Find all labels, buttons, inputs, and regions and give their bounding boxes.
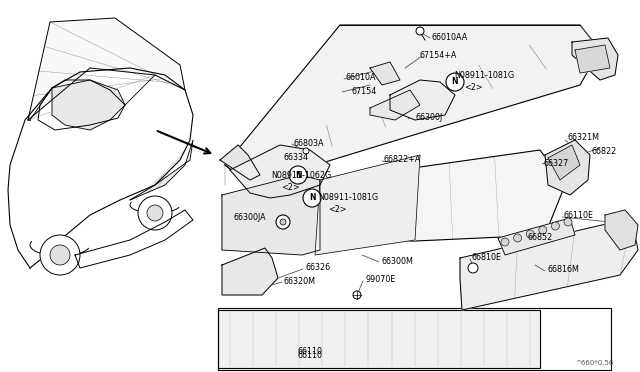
Polygon shape	[498, 218, 575, 255]
Polygon shape	[28, 18, 185, 120]
Circle shape	[50, 245, 70, 265]
Polygon shape	[370, 90, 420, 120]
Text: <2>: <2>	[464, 83, 483, 93]
Text: <2>: <2>	[281, 183, 300, 192]
Text: 66327: 66327	[544, 158, 569, 167]
Text: 66852: 66852	[527, 232, 552, 241]
Polygon shape	[218, 310, 540, 368]
Polygon shape	[548, 145, 580, 180]
Circle shape	[276, 215, 290, 229]
Polygon shape	[575, 45, 610, 73]
Text: N: N	[452, 77, 458, 87]
Circle shape	[468, 263, 478, 273]
Text: 66803A: 66803A	[294, 138, 324, 148]
Text: 66326: 66326	[305, 263, 330, 273]
Circle shape	[303, 148, 309, 154]
Text: 66321M: 66321M	[568, 134, 600, 142]
Text: 66320M: 66320M	[284, 276, 316, 285]
Polygon shape	[52, 80, 125, 130]
Text: 66300M: 66300M	[381, 257, 413, 266]
Text: 66300JA: 66300JA	[233, 214, 266, 222]
Circle shape	[303, 189, 321, 207]
Text: 66810E: 66810E	[472, 253, 502, 263]
Text: N08911-1081G: N08911-1081G	[318, 192, 378, 202]
Polygon shape	[130, 140, 193, 200]
Polygon shape	[225, 25, 600, 185]
Text: 66300J: 66300J	[415, 113, 442, 122]
Text: 66110: 66110	[297, 347, 322, 356]
Text: 66822+A: 66822+A	[384, 155, 421, 164]
Text: N: N	[308, 193, 316, 202]
Circle shape	[539, 226, 547, 234]
Circle shape	[280, 219, 286, 225]
Polygon shape	[222, 150, 565, 250]
Polygon shape	[605, 210, 638, 250]
Text: 66010AA: 66010AA	[432, 32, 468, 42]
Circle shape	[289, 166, 307, 184]
Polygon shape	[222, 175, 320, 255]
Circle shape	[526, 230, 534, 238]
Polygon shape	[315, 155, 420, 255]
Text: 66334: 66334	[283, 154, 308, 163]
Polygon shape	[370, 62, 400, 85]
Polygon shape	[222, 248, 278, 295]
Circle shape	[514, 234, 522, 242]
Text: 99070E: 99070E	[365, 276, 396, 285]
Text: 66822: 66822	[591, 147, 616, 155]
Text: 66110: 66110	[297, 350, 322, 359]
Text: 67154: 67154	[351, 87, 376, 96]
Polygon shape	[572, 38, 618, 80]
Circle shape	[353, 291, 361, 299]
Circle shape	[446, 73, 464, 91]
Polygon shape	[230, 145, 330, 198]
Text: N08911-1081G: N08911-1081G	[454, 71, 514, 80]
Polygon shape	[460, 218, 638, 310]
Text: ^660*0.56: ^660*0.56	[575, 360, 613, 366]
Circle shape	[501, 238, 509, 246]
Text: 66010A: 66010A	[346, 74, 376, 83]
Polygon shape	[545, 140, 590, 195]
Polygon shape	[390, 80, 455, 120]
Polygon shape	[220, 145, 260, 180]
Text: N08911-1062G: N08911-1062G	[271, 170, 332, 180]
Text: <2>: <2>	[328, 205, 347, 215]
Text: 66110E: 66110E	[564, 212, 594, 221]
Circle shape	[138, 196, 172, 230]
Circle shape	[552, 222, 559, 230]
Text: N: N	[295, 170, 301, 180]
Circle shape	[564, 218, 572, 226]
Text: 67154+A: 67154+A	[420, 51, 458, 60]
Circle shape	[40, 235, 80, 275]
Circle shape	[416, 27, 424, 35]
Text: 66816M: 66816M	[547, 266, 579, 275]
Circle shape	[147, 205, 163, 221]
